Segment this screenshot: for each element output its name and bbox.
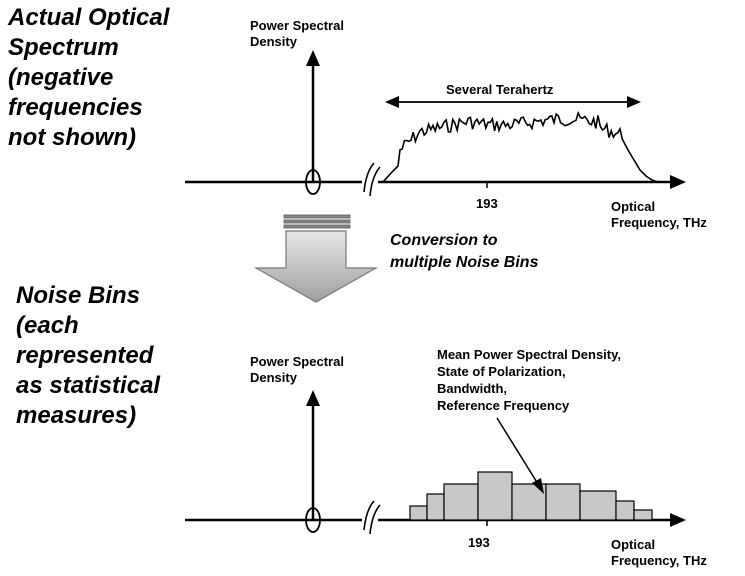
noise-bin: [545, 483, 581, 521]
bottom-origin-marker: [305, 507, 321, 533]
top-x-axis-arrowhead: [670, 175, 686, 189]
noise-bin: [443, 483, 479, 521]
top-panel-title: Actual Optical Spectrum (negative freque…: [8, 4, 170, 151]
noise-bin: [409, 505, 428, 521]
bottom-axis-break: [362, 500, 381, 535]
conversion-arrow: [253, 214, 379, 303]
noise-bin: [477, 471, 513, 521]
top-axis-break: [362, 162, 381, 197]
top-x-axis-label: Optical Frequency, THz: [611, 199, 707, 230]
span-arrow: [385, 96, 641, 108]
span-label: Several Terahertz: [446, 82, 554, 97]
bottom-x-axis-arrowhead: [670, 513, 686, 527]
annotation-pointer: [496, 417, 544, 494]
conversion-label: Conversion to multiple Noise Bins: [390, 232, 539, 271]
bottom-x-axis-label: Optical Frequency, THz: [611, 537, 707, 568]
noise-bin: [633, 509, 653, 521]
noise-bin: [579, 490, 617, 521]
top-y-axis-arrowhead: [306, 50, 320, 66]
bottom-x-tick-label: 193: [468, 535, 490, 550]
bottom-panel-title: Noise Bins (each represented as statisti…: [16, 282, 161, 429]
noise-bins: [409, 471, 653, 521]
top-x-tick-label: 193: [476, 196, 498, 211]
spectrum-trace: [382, 110, 659, 183]
top-y-axis-label: Power Spectral Density: [250, 18, 344, 49]
bottom-y-axis-label: Power Spectral Density: [250, 354, 344, 385]
top-origin-marker: [305, 169, 321, 195]
noise-bin: [615, 500, 635, 521]
bottom-y-axis-arrowhead: [306, 390, 320, 406]
bins-annotation: Mean Power Spectral Density, State of Po…: [437, 347, 621, 413]
noise-bin: [426, 493, 445, 521]
